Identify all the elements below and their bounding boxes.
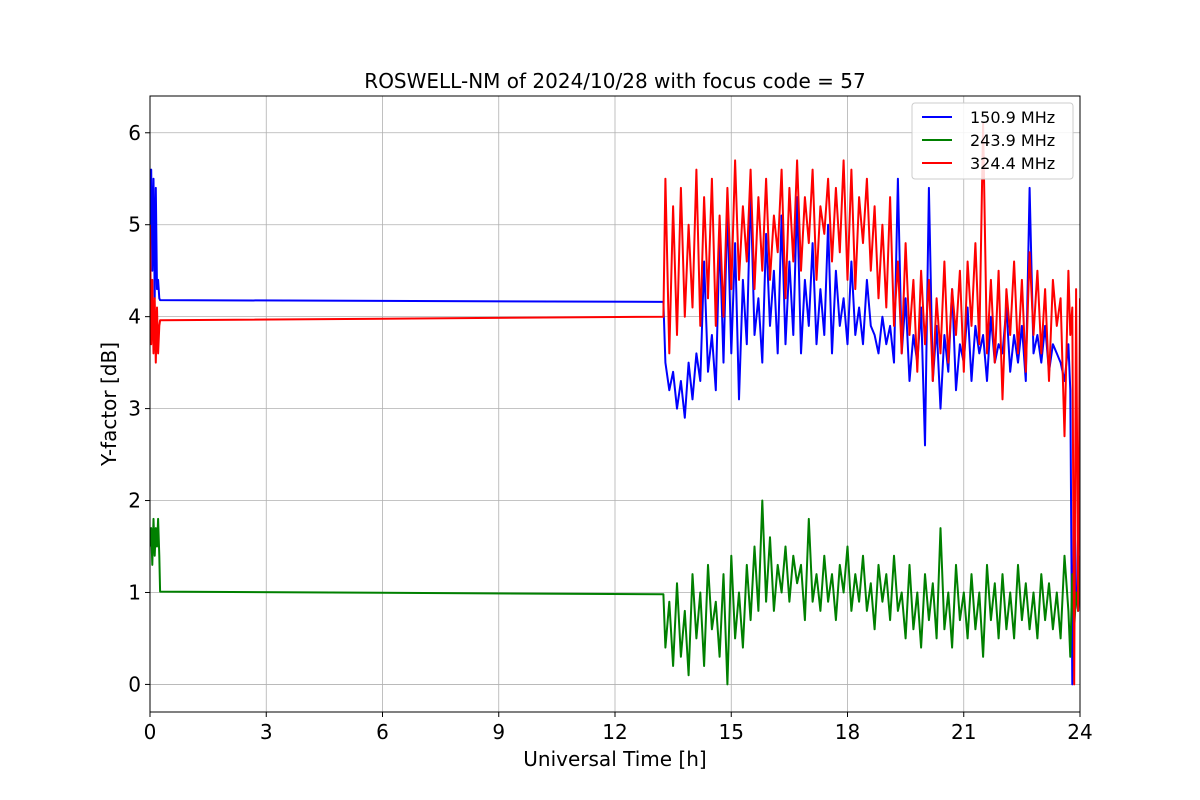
y-tick-label: 0: [128, 672, 141, 696]
x-tick-label: 9: [492, 720, 505, 744]
x-tick-label: 21: [951, 720, 976, 744]
y-axis-label: Y-factor [dB]: [97, 342, 121, 467]
y-tick-label: 2: [128, 489, 141, 513]
y-tick-label: 5: [128, 213, 141, 237]
legend: 150.9 MHz 243.9 MHz 324.4 MHz: [911, 102, 1074, 180]
y-tick-label: 1: [128, 580, 141, 604]
x-axis-label: Universal Time [h]: [523, 747, 706, 771]
x-tick-label: 24: [1067, 720, 1092, 744]
x-tick-label: 6: [376, 720, 389, 744]
series-line-3: [150, 122, 1080, 686]
legend-label-3: 324.4 MHz: [970, 154, 1055, 173]
x-tick-label: 3: [260, 720, 273, 744]
x-tick-label: 18: [835, 720, 860, 744]
x-tick-label: 15: [719, 720, 744, 744]
legend-label-2: 243.9 MHz: [970, 131, 1055, 150]
chart-title: ROSWELL-NM of 2024/10/28 with focus code…: [364, 69, 865, 93]
series-line-1: [150, 168, 1080, 686]
series-lines: [150, 122, 1080, 686]
legend-box: [911, 102, 1074, 180]
y-tick-label: 6: [128, 121, 141, 145]
series-line-2: [150, 499, 1080, 686]
x-tick-label: 0: [144, 720, 157, 744]
y-tick-label: 4: [128, 305, 141, 329]
x-tick-label: 12: [602, 720, 627, 744]
y-tick-label: 3: [128, 397, 141, 421]
legend-label-1: 150.9 MHz: [970, 108, 1055, 127]
